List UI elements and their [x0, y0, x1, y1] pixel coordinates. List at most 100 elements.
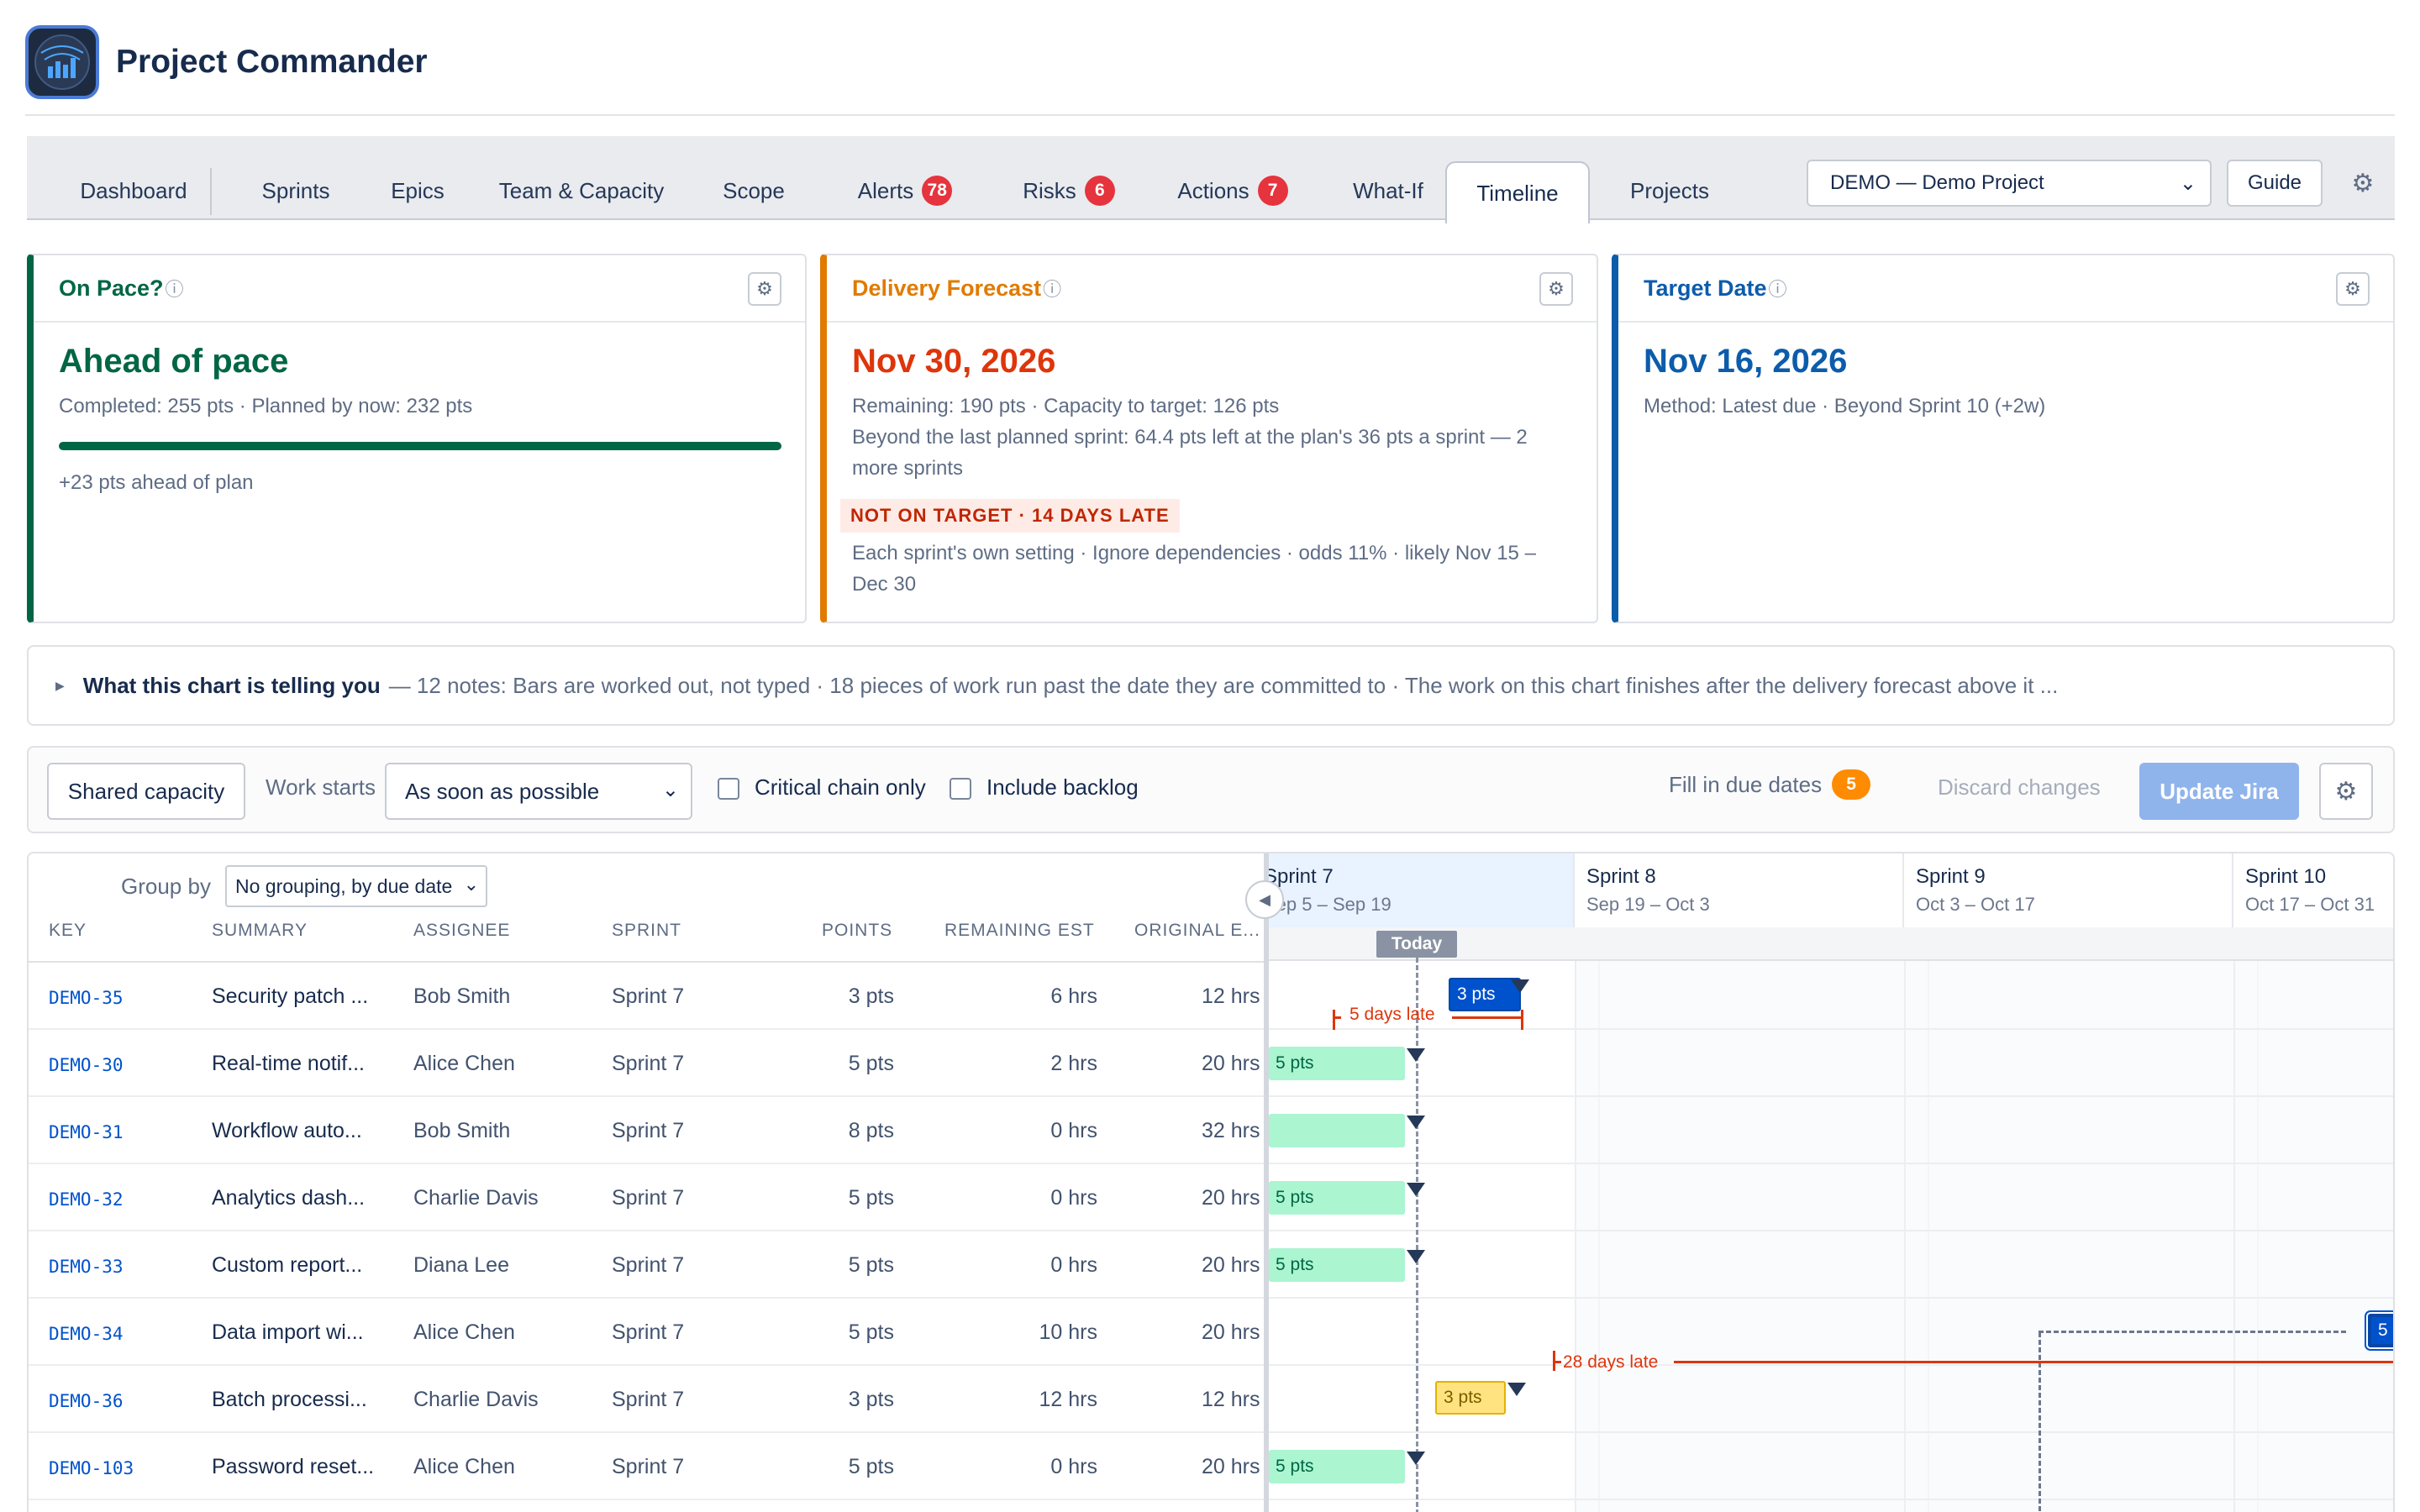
cell-assignee: Alice Chen	[413, 1455, 515, 1478]
card-settings-gear-icon[interactable]: ⚙	[2336, 272, 2370, 306]
chart-notes-disclosure[interactable]: ▶ What this chart is telling you — 12 no…	[27, 645, 2395, 726]
guide-button[interactable]: Guide	[2227, 160, 2323, 207]
due-date-marker-icon	[1507, 1383, 1526, 1396]
column-header-remaining-est[interactable]: REMAINING EST	[944, 921, 1095, 940]
timeline-row-divider	[1269, 1431, 2393, 1433]
cell-key[interactable]: DEMO-33	[49, 1257, 124, 1277]
work-starts-select[interactable]: As soon as possible ⌄	[385, 763, 692, 820]
include-backlog-checkbox[interactable]	[950, 778, 971, 800]
critical-chain-label[interactable]: Critical chain only	[755, 774, 926, 800]
column-header-original-est[interactable]: ORIGINAL E...	[1134, 921, 1260, 940]
tab-label: Actions	[1177, 177, 1249, 203]
column-header-points[interactable]: POINTS	[822, 921, 893, 940]
cell-remaining: 12 hrs	[1039, 1388, 1097, 1411]
cell-key[interactable]: DEMO-36	[49, 1391, 124, 1411]
due-date-marker-icon	[1511, 979, 1529, 993]
timeline-row-divider	[1269, 1163, 2393, 1164]
card-settings-gear-icon[interactable]: ⚙	[748, 272, 781, 306]
column-header-summary[interactable]: SUMMARY	[212, 921, 308, 940]
timeline-bar-demo-103[interactable]: 5 pts	[1269, 1450, 1405, 1483]
card-title: Target Date	[1644, 275, 1767, 301]
table-row[interactable]: DEMO-103 Password reset... Alice Chen Sprin…	[29, 1433, 1264, 1500]
include-backlog-label[interactable]: Include backlog	[986, 774, 1139, 800]
info-icon[interactable]: ⓘ	[165, 279, 184, 300]
disclosure-triangle-icon: ▶	[55, 678, 65, 692]
card-settings-gear-icon[interactable]: ⚙	[1539, 272, 1573, 306]
update-jira-button[interactable]: Update Jira	[2139, 763, 2299, 820]
column-header-assignee[interactable]: ASSIGNEE	[413, 921, 511, 940]
work-starts-label: Work starts	[266, 774, 376, 800]
table-row[interactable]: DEMO-36 Batch processi... Charlie Davis Spr…	[29, 1366, 1264, 1433]
group-by-select[interactable]: No grouping, by due date ⌄	[225, 865, 487, 907]
table-row[interactable]: DEMO-33 Custom report... Diana Lee Sprint 7…	[29, 1231, 1264, 1299]
tab-epics[interactable]: Epics	[371, 161, 464, 220]
project-select[interactable]: DEMO — Demo Project ⌄	[1807, 160, 2212, 207]
sprint-boundary	[2233, 961, 2235, 1512]
tab-alerts[interactable]: Alerts 78	[825, 161, 985, 220]
tab-actions[interactable]: Actions 7	[1153, 161, 1313, 220]
timeline-bar-demo-31[interactable]	[1269, 1114, 1405, 1147]
cell-original: 12 hrs	[1202, 1388, 1260, 1411]
table-row[interactable]: DEMO-32 Analytics dash... Charlie Davis Spr…	[29, 1164, 1264, 1231]
discard-changes-button[interactable]: Discard changes	[1938, 774, 2101, 800]
table-row[interactable]: DEMO-35 Security patch ... Bob Smith Sprint…	[29, 963, 1264, 1030]
cell-summary: Real-time notif...	[212, 1052, 366, 1075]
cell-key[interactable]: DEMO-30	[49, 1055, 124, 1075]
week-line	[1928, 961, 1929, 1512]
cell-key[interactable]: DEMO-31	[49, 1122, 124, 1142]
cell-key[interactable]: DEMO-34	[49, 1324, 124, 1344]
tab-risks[interactable]: Risks 6	[1002, 161, 1136, 220]
tab-divider	[210, 168, 212, 215]
cell-sprint: Sprint 7	[612, 1186, 685, 1210]
tab-projects[interactable]: Projects	[1607, 161, 1733, 220]
app-header: Project Commander	[25, 24, 428, 101]
shared-capacity-button[interactable]: Shared capacity	[47, 763, 245, 820]
sprint-column-bg	[1904, 961, 2233, 1512]
cell-key[interactable]: DEMO-103	[49, 1458, 134, 1478]
table-row[interactable]: DEMO-31 Workflow auto... Bob Smith Sprint 7…	[29, 1097, 1264, 1164]
timeline-bar-demo-33[interactable]: 5 pts	[1269, 1248, 1405, 1282]
alerts-count-badge: 78	[922, 176, 953, 206]
cell-assignee: Alice Chen	[413, 1052, 515, 1075]
table-row[interactable]: DEMO-30 Real-time notif... Alice Chen Sprin…	[29, 1030, 1264, 1097]
cell-key[interactable]: DEMO-35	[49, 988, 124, 1008]
timeline-bar-demo-32[interactable]: 5 pts	[1269, 1181, 1405, 1215]
cell-original: 20 hrs	[1202, 1455, 1260, 1478]
column-header-key[interactable]: KEY	[49, 921, 87, 940]
timeline-row-divider	[1269, 1364, 2393, 1366]
cell-key[interactable]: DEMO-32	[49, 1189, 124, 1210]
timeline-bar-demo-34[interactable]: 5 pts	[2368, 1314, 2393, 1347]
forecast-settings-summary: Each sprint's own setting · Ignore depen…	[852, 542, 1536, 596]
column-header-sprint[interactable]: SPRINT	[612, 921, 682, 940]
cell-original: 20 hrs	[1202, 1052, 1260, 1075]
chevron-down-icon: ⌄	[661, 779, 679, 801]
late-line	[1333, 1016, 1341, 1019]
tab-sprints[interactable]: Sprints	[237, 161, 355, 220]
timeline-bar-demo-36[interactable]: 3 pts	[1435, 1381, 1506, 1415]
collapse-table-icon[interactable]: ◀	[1245, 880, 1284, 919]
due-date-marker-icon	[1407, 1452, 1425, 1465]
tab-what-if[interactable]: What-If	[1334, 161, 1443, 220]
late-label: 5 days late	[1349, 1005, 1435, 1024]
tab-timeline[interactable]: Timeline	[1445, 161, 1590, 223]
sprint-boundary	[1575, 961, 1576, 1512]
tab-team-capacity[interactable]: Team & Capacity	[485, 161, 678, 220]
table-row[interactable]: DEMO-34 Data import wi... Alice Chen Sprint…	[29, 1299, 1264, 1366]
cell-summary: Custom report...	[212, 1253, 363, 1277]
card-title: On Pace?	[59, 275, 164, 301]
info-icon[interactable]: ⓘ	[1768, 279, 1787, 300]
pace-progress-bar	[59, 442, 781, 450]
critical-chain-checkbox[interactable]	[718, 778, 739, 800]
fill-due-dates-button[interactable]: Fill in due dates 5	[1669, 769, 1871, 800]
tab-scope[interactable]: Scope	[699, 161, 808, 220]
settings-gear-icon[interactable]: ⚙	[2351, 169, 2375, 197]
timeline-bar-demo-30[interactable]: 5 pts	[1269, 1047, 1405, 1080]
tab-label: Sprints	[261, 177, 330, 203]
pane-splitter[interactable]	[1264, 853, 1269, 1512]
timeline-bar-demo-35[interactable]: 3 pts	[1449, 978, 1521, 1011]
tab-dashboard[interactable]: Dashboard	[52, 161, 215, 220]
toolbar-settings-gear-icon[interactable]: ⚙	[2319, 763, 2373, 820]
info-icon[interactable]: ⓘ	[1043, 279, 1062, 300]
tab-label: What-If	[1353, 177, 1423, 203]
card-header: On Pace? ⓘ ⚙	[34, 255, 805, 323]
